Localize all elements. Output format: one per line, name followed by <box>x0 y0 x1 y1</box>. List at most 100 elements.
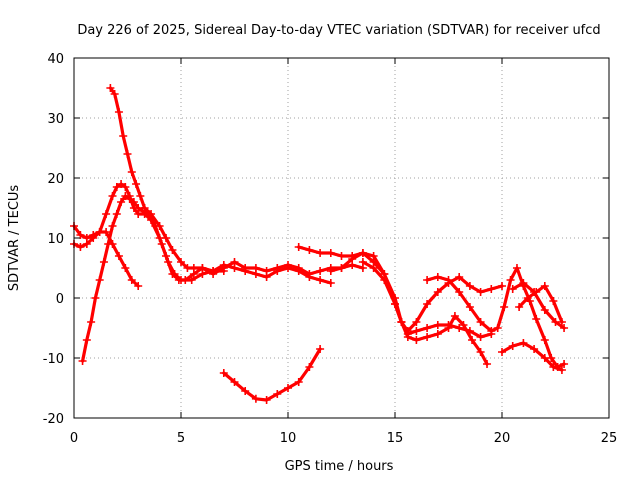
x-axis-label: GPS time / hours <box>285 459 394 474</box>
data-point <box>273 267 282 275</box>
data-point <box>127 276 136 284</box>
series-line <box>108 86 226 273</box>
data-point <box>305 246 314 254</box>
data-point <box>468 336 477 344</box>
y-axis: -20 -10 0 10 20 30 40 <box>43 52 609 427</box>
data-point <box>369 252 378 260</box>
data-point <box>305 273 314 281</box>
data-point <box>294 267 303 275</box>
data-point <box>108 192 117 200</box>
data-point <box>348 255 357 263</box>
data-point <box>134 282 143 290</box>
data-point <box>82 336 91 344</box>
data-point <box>523 294 532 302</box>
data-point <box>157 240 166 248</box>
data-point <box>423 276 432 284</box>
series-line <box>517 284 564 324</box>
data-point <box>560 360 569 368</box>
data-point <box>127 168 136 176</box>
data-point <box>119 132 128 140</box>
series-s4 <box>78 192 335 365</box>
data-point <box>117 180 126 188</box>
data-point <box>476 348 485 356</box>
data-point <box>487 285 496 293</box>
data-point <box>112 210 121 218</box>
data-point <box>455 288 464 296</box>
data-point <box>132 180 141 188</box>
data-point <box>112 183 121 191</box>
data-point <box>316 276 325 284</box>
y-tick-label: 40 <box>47 52 64 67</box>
data-point <box>549 363 558 371</box>
data-point <box>316 249 325 257</box>
data-point <box>262 396 271 404</box>
data-point <box>87 318 96 326</box>
data-point <box>136 192 145 200</box>
data-point <box>284 384 292 392</box>
x-tick-label: 20 <box>494 431 511 446</box>
data-point <box>123 150 132 158</box>
y-tick-label: 20 <box>47 172 64 187</box>
data-point <box>532 288 541 296</box>
data-point <box>187 276 196 284</box>
data-point <box>423 333 432 341</box>
data-point <box>114 108 123 116</box>
y-tick-label: 0 <box>56 292 64 307</box>
data-point <box>305 363 314 371</box>
data-point <box>459 321 468 329</box>
data-point <box>121 192 130 200</box>
data-point <box>557 318 566 326</box>
series-s8 <box>358 258 492 368</box>
data-point <box>423 324 432 332</box>
data-point <box>498 348 506 356</box>
data-point <box>476 288 485 296</box>
data-point <box>170 270 179 278</box>
data-point <box>316 345 325 353</box>
data-point <box>540 306 549 314</box>
y-tick-label: 30 <box>47 112 64 127</box>
data-point <box>241 267 250 275</box>
x-tick-label: 25 <box>601 431 618 446</box>
data-point <box>506 276 515 284</box>
data-point <box>326 267 335 275</box>
data-point <box>294 378 303 386</box>
data-point <box>498 282 506 290</box>
data-point <box>114 252 123 260</box>
data-point <box>164 258 173 266</box>
data-point <box>519 339 528 347</box>
series-line <box>72 182 365 282</box>
data-point <box>540 354 549 362</box>
data-point <box>508 285 517 293</box>
data-point <box>177 276 185 284</box>
data-point <box>251 394 260 403</box>
series-line <box>329 251 504 333</box>
data-point <box>251 270 260 278</box>
data-point <box>512 264 521 272</box>
data-point <box>557 366 566 374</box>
data-point <box>99 258 108 266</box>
data-point <box>369 264 378 272</box>
data-point <box>82 234 91 242</box>
data-point <box>168 246 177 254</box>
data-point <box>540 282 549 290</box>
series-s12 <box>515 282 566 326</box>
data-point <box>530 345 539 353</box>
y-axis-label: SDTVAR / TECUs <box>7 185 22 292</box>
data-point <box>219 261 228 269</box>
data-point <box>540 336 549 344</box>
data-point <box>134 204 143 212</box>
series-s10 <box>498 339 566 374</box>
data-point <box>515 303 524 311</box>
data-point <box>138 207 147 215</box>
data-point <box>444 324 453 332</box>
data-point <box>177 258 185 266</box>
data-point <box>391 300 399 308</box>
data-point <box>102 228 111 236</box>
data-point <box>129 198 138 206</box>
data-point <box>110 90 119 98</box>
data-point <box>476 333 485 341</box>
series-s3 <box>70 222 143 290</box>
data-point <box>433 288 442 296</box>
series-line <box>81 194 333 363</box>
